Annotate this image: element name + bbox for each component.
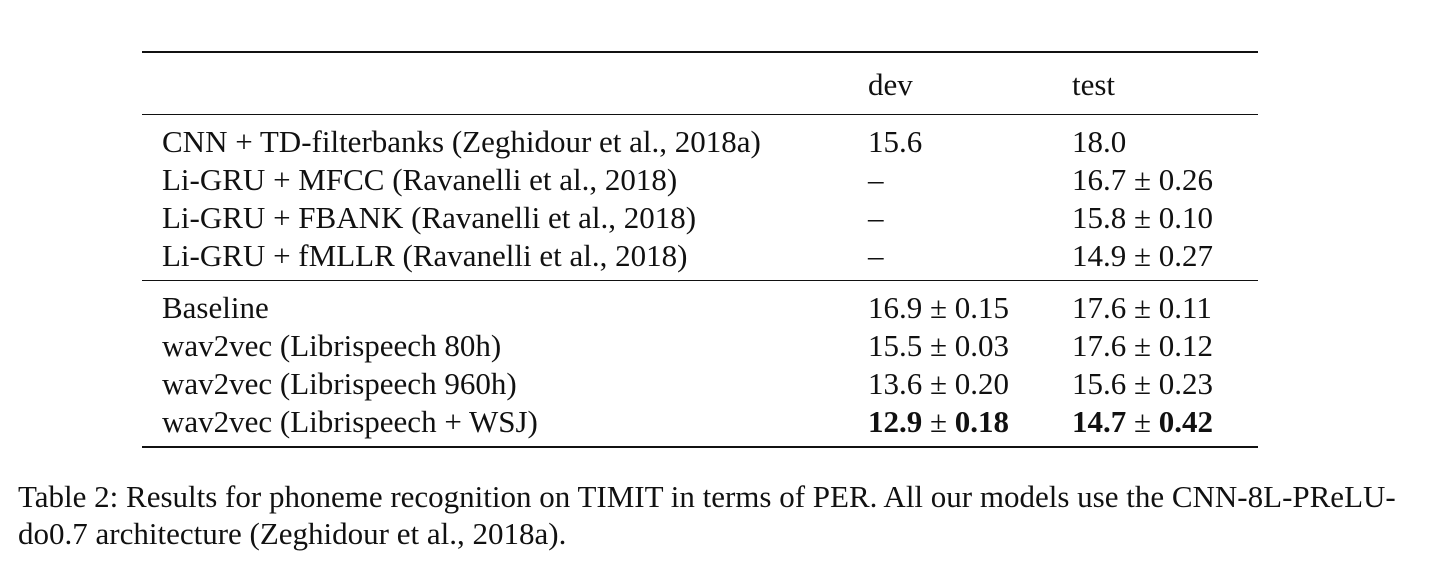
- header-method: [142, 52, 868, 115]
- results-table: dev test CNN + TD-filterbanks (Zeghidour…: [142, 51, 1258, 448]
- table-row: wav2vec (Librispeech 80h) 15.5 ± 0.03 17…: [142, 327, 1258, 365]
- dev-cell: 15.6: [868, 124, 923, 159]
- test-best-value: 14.7: [1072, 404, 1127, 439]
- dev-cell: 13.6 ± 0.20: [868, 366, 1010, 401]
- header-dev: dev: [868, 67, 913, 102]
- dev-cell: 15.5 ± 0.03: [868, 328, 1010, 363]
- test-cell: 15.6 ± 0.23: [1072, 366, 1214, 401]
- test-cell: 15.8 ± 0.10: [1072, 200, 1214, 235]
- method-cell: wav2vec (Librispeech 80h): [162, 328, 502, 363]
- table-row: Li-GRU + fMLLR (Ravanelli et al., 2018) …: [142, 237, 1258, 281]
- test-best-error: 0.42: [1158, 404, 1214, 439]
- header-test: test: [1072, 67, 1116, 102]
- table-row: Li-GRU + MFCC (Ravanelli et al., 2018) –…: [142, 161, 1258, 199]
- dev-cell: –: [868, 162, 884, 197]
- test-cell: 17.6 ± 0.11: [1072, 290, 1212, 325]
- table-row: Li-GRU + FBANK (Ravanelli et al., 2018) …: [142, 199, 1258, 237]
- dev-cell: 16.9 ± 0.15: [868, 290, 1010, 325]
- table-caption: Table 2: Results for phoneme recognition…: [18, 479, 1396, 551]
- test-cell: 17.6 ± 0.12: [1072, 328, 1214, 363]
- test-cell: 14.9 ± 0.27: [1072, 238, 1214, 273]
- dev-cell: 12.9 ± 0.18: [868, 403, 1072, 447]
- table-row: Baseline 16.9 ± 0.15 17.6 ± 0.11: [142, 280, 1258, 328]
- dev-cell: –: [868, 238, 884, 273]
- method-cell: Li-GRU + fMLLR (Ravanelli et al., 2018): [162, 238, 688, 273]
- plus-minus-sign: ±: [1134, 404, 1152, 439]
- method-cell: Baseline: [162, 290, 269, 325]
- table-row: wav2vec (Librispeech + WSJ) 12.9 ± 0.18 …: [142, 403, 1258, 447]
- dev-best-error: 0.18: [954, 404, 1010, 439]
- method-cell: Li-GRU + MFCC (Ravanelli et al., 2018): [162, 162, 678, 197]
- test-cell: 18.0: [1072, 124, 1127, 159]
- method-cell: CNN + TD-filterbanks (Zeghidour et al., …: [162, 124, 761, 159]
- table-row: CNN + TD-filterbanks (Zeghidour et al., …: [142, 114, 1258, 162]
- dev-cell: –: [868, 200, 884, 235]
- table-row: wav2vec (Librispeech 960h) 13.6 ± 0.20 1…: [142, 365, 1258, 403]
- method-cell: wav2vec (Librispeech + WSJ): [162, 404, 538, 439]
- method-cell: wav2vec (Librispeech 960h): [162, 366, 517, 401]
- dev-best-value: 12.9: [868, 404, 923, 439]
- plus-minus-sign: ±: [930, 404, 948, 439]
- test-cell: 16.7 ± 0.26: [1072, 162, 1214, 197]
- test-cell: 14.7 ± 0.42: [1072, 403, 1258, 447]
- method-cell: Li-GRU + FBANK (Ravanelli et al., 2018): [162, 200, 697, 235]
- table-header-row: dev test: [142, 52, 1258, 115]
